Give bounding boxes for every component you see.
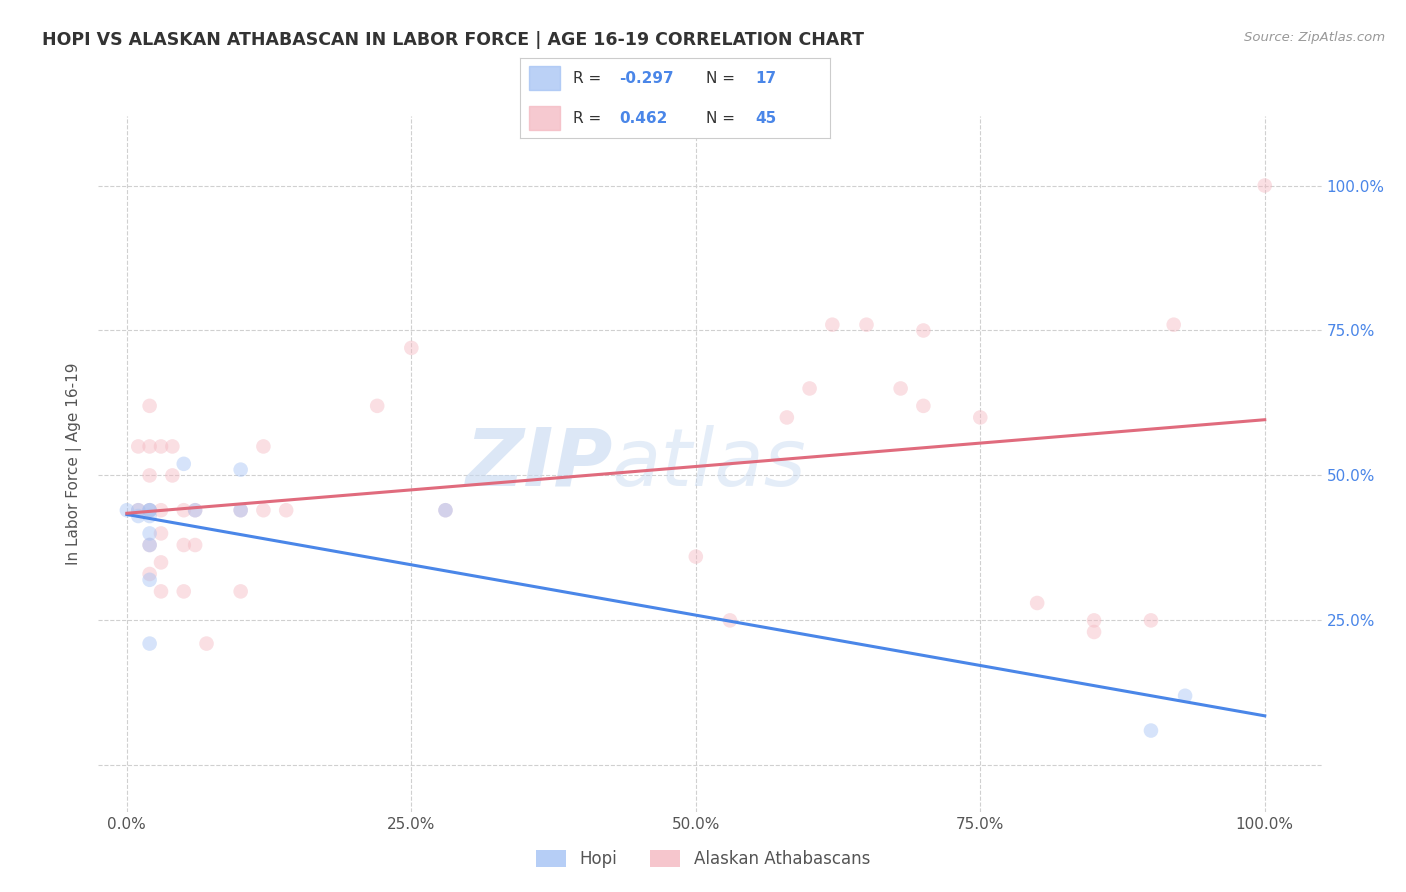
Point <box>127 440 149 454</box>
Point <box>252 503 274 517</box>
Point <box>138 567 160 582</box>
Text: R =: R = <box>572 111 610 126</box>
Point <box>173 503 195 517</box>
Point <box>229 503 252 517</box>
Text: N =: N = <box>706 70 740 86</box>
Point <box>184 538 207 552</box>
Legend: Hopi, Alaskan Athabascans: Hopi, Alaskan Athabascans <box>529 843 877 875</box>
Point <box>890 382 912 396</box>
Point <box>195 637 218 651</box>
Point <box>1140 723 1163 738</box>
Point <box>434 503 457 517</box>
Point <box>138 440 160 454</box>
Point <box>969 410 991 425</box>
Point <box>1083 624 1105 639</box>
Point <box>366 399 388 413</box>
Point <box>685 549 707 564</box>
Bar <box>530 66 561 90</box>
Point <box>229 462 252 476</box>
Point <box>799 382 821 396</box>
Point <box>821 318 844 332</box>
Point <box>252 440 274 454</box>
Text: 45: 45 <box>755 111 776 126</box>
Point <box>138 503 160 517</box>
Point <box>912 399 935 413</box>
Point <box>127 503 149 517</box>
Bar <box>530 106 561 130</box>
Text: R =: R = <box>572 70 606 86</box>
Point <box>138 503 160 517</box>
Point <box>855 318 877 332</box>
Point <box>150 584 173 599</box>
Point <box>150 440 173 454</box>
Point <box>138 573 160 587</box>
Point <box>150 526 173 541</box>
Point <box>138 538 160 552</box>
Point <box>127 503 149 517</box>
Point <box>184 503 207 517</box>
Point <box>229 503 252 517</box>
Point <box>138 503 160 517</box>
Point <box>184 503 207 517</box>
Point <box>150 503 173 517</box>
Point <box>173 584 195 599</box>
Point <box>1254 178 1277 193</box>
Point <box>127 508 149 523</box>
Point <box>138 637 160 651</box>
Point <box>162 440 184 454</box>
Text: atlas: atlas <box>612 425 807 503</box>
Point <box>276 503 298 517</box>
Point <box>912 324 935 338</box>
Point <box>173 538 195 552</box>
Point <box>138 399 160 413</box>
Point <box>401 341 423 355</box>
Text: 17: 17 <box>755 70 776 86</box>
Y-axis label: In Labor Force | Age 16-19: In Labor Force | Age 16-19 <box>66 362 83 566</box>
Point <box>138 508 160 523</box>
Point <box>1174 689 1197 703</box>
Point <box>138 538 160 552</box>
Point <box>1026 596 1049 610</box>
Point <box>434 503 457 517</box>
Point <box>115 503 138 517</box>
Text: N =: N = <box>706 111 740 126</box>
Point <box>229 584 252 599</box>
Point <box>138 526 160 541</box>
Point <box>138 468 160 483</box>
Point <box>1083 614 1105 628</box>
Text: Source: ZipAtlas.com: Source: ZipAtlas.com <box>1244 31 1385 45</box>
Point <box>1140 614 1163 628</box>
Point <box>776 410 799 425</box>
Text: HOPI VS ALASKAN ATHABASCAN IN LABOR FORCE | AGE 16-19 CORRELATION CHART: HOPI VS ALASKAN ATHABASCAN IN LABOR FORC… <box>42 31 865 49</box>
Text: ZIP: ZIP <box>465 425 612 503</box>
Point <box>1163 318 1185 332</box>
Point <box>718 614 741 628</box>
Point <box>150 555 173 570</box>
Text: -0.297: -0.297 <box>619 70 673 86</box>
Point <box>173 457 195 471</box>
Point <box>162 468 184 483</box>
Text: 0.462: 0.462 <box>619 111 668 126</box>
